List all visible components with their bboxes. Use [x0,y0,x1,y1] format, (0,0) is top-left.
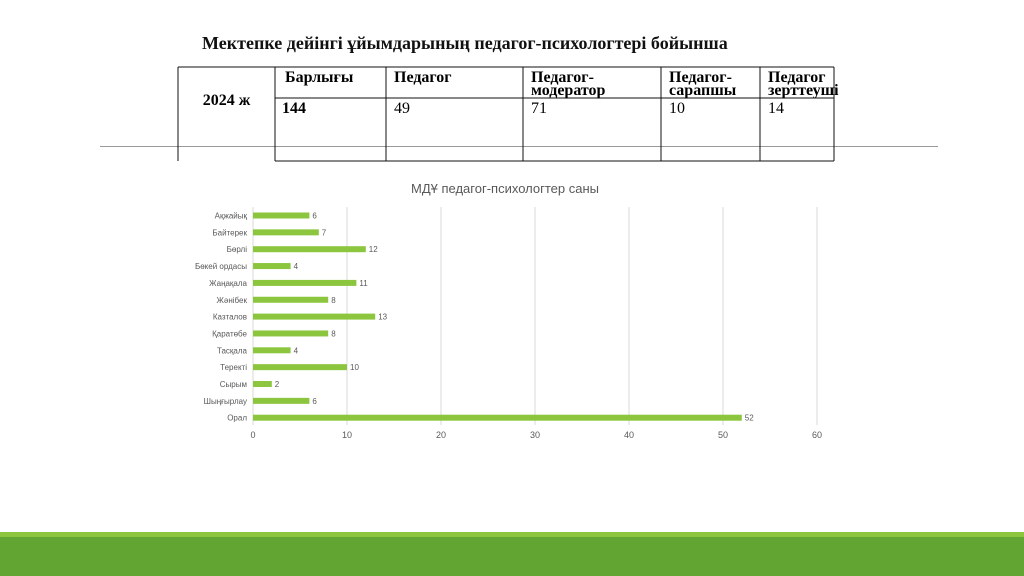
table-header-expert-line1: Педагог- [669,69,732,86]
x-tick-label: 30 [530,430,540,440]
x-tick-label: 60 [812,430,822,440]
category-label: Қаратөбе [212,329,247,338]
data-label: 8 [331,329,336,338]
data-label: 6 [312,212,317,221]
data-label: 6 [312,397,317,406]
divider-line [100,146,938,147]
category-label: Орал [227,414,247,423]
bar [253,263,291,270]
category-label: Бөкей ордасы [195,262,247,271]
footer-band [0,537,1024,576]
bar [253,246,366,253]
bar [253,330,329,337]
slide-title: Мектепке дейінгі ұйымдарының педагог-пси… [202,33,728,53]
table-value-expert: 10 [669,100,685,117]
bar [253,414,742,421]
data-label: 52 [745,414,754,423]
x-tick-label: 20 [436,430,446,440]
table-header-teacher: Педагог [394,69,452,86]
x-tick-label: 0 [250,430,255,440]
data-label: 7 [322,228,327,237]
bar [253,397,310,404]
data-label: 12 [369,245,378,254]
category-label: Теректі [220,363,247,372]
x-tick-label: 50 [718,430,728,440]
table-row-label: 2024 ж [202,92,251,109]
category-label: Жәнібек [217,296,248,305]
category-label: Байтерек [212,228,247,237]
footer-stripe [0,532,1024,537]
category-label: Тасқала [217,346,248,355]
data-label: 11 [359,279,368,288]
table-value-total: 144 [282,100,306,117]
category-label: Ақжайық [215,212,248,221]
category-label: Казталов [213,313,247,322]
table-header-researcher-line2: зерттеуші [768,82,839,99]
bar [253,212,310,219]
data-label: 13 [378,313,387,322]
x-tick-label: 10 [342,430,352,440]
bar [253,364,347,371]
table-header-expert-line2: сарапшы [669,82,737,99]
category-label: Шыңғырлау [204,397,247,406]
chart-title: МДҰ педагог-психологтер саны [411,181,599,196]
table-value-researcher: 14 [768,100,784,117]
bar [253,296,329,303]
table-header-total: Барлығы [285,69,354,86]
bar [253,381,272,387]
bar [253,347,291,354]
table-value-teacher: 49 [394,100,410,117]
data-label: 4 [294,346,299,355]
table-header-expert: Педагог- сарапшы [663,69,759,99]
category-label: Жаңақала [209,279,247,288]
bar [253,313,376,320]
table-header-researcher-line1: Педагог [768,69,826,86]
bar [253,229,319,236]
category-label: Бөрлі [227,245,248,254]
data-label: 4 [294,262,299,271]
table-header-researcher: Педагог зерттеуші [762,69,839,99]
data-label: 2 [275,380,280,389]
data-label: 10 [350,363,359,372]
table-header-moderator: Педагог-модератор [531,69,606,99]
table-value-moderator: 71 [531,100,547,117]
data-label: 8 [331,296,336,305]
x-tick-label: 40 [624,430,634,440]
category-label: Сырым [220,380,247,389]
bar [253,279,357,286]
